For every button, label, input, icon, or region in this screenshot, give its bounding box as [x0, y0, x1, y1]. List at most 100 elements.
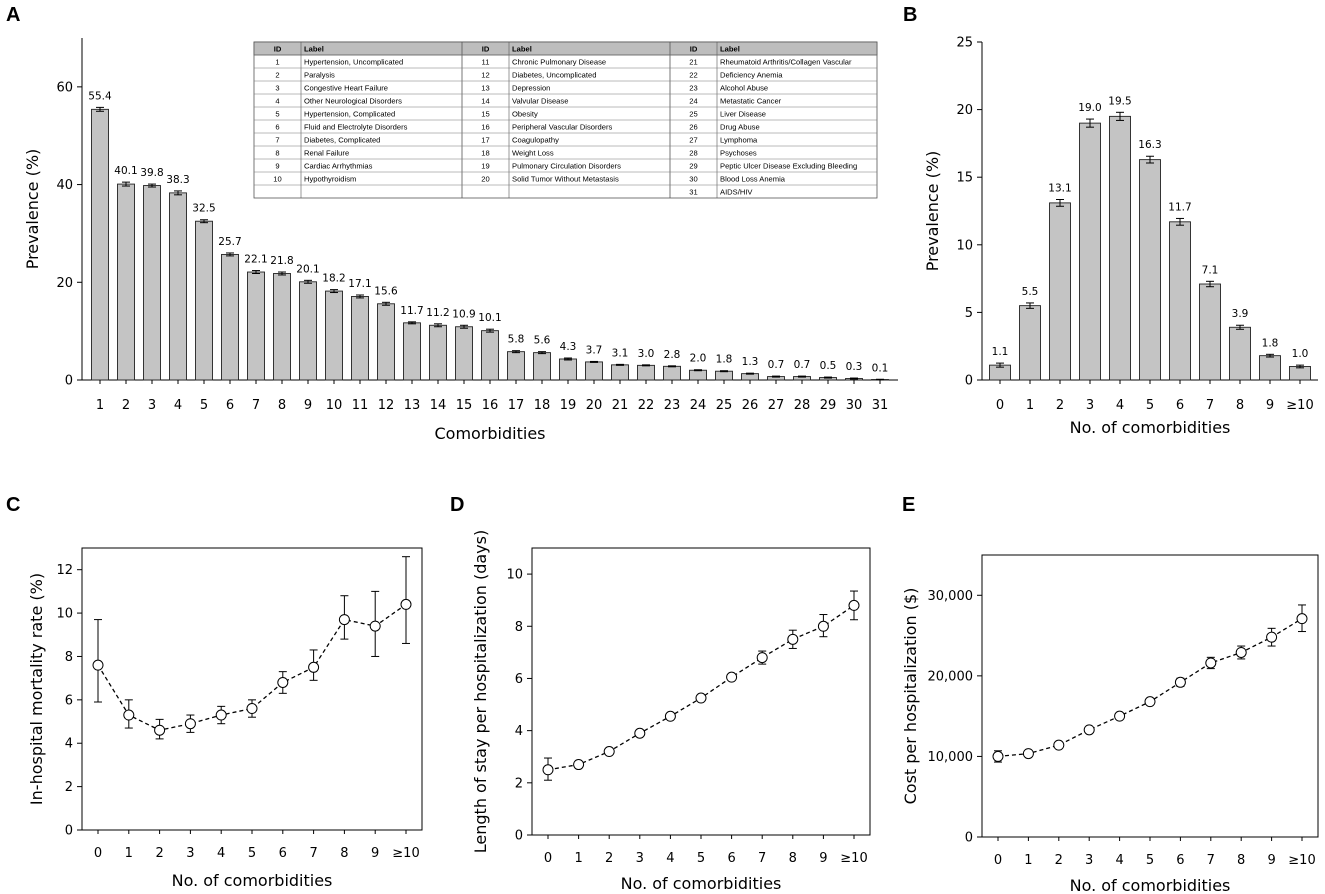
- panel-a-x-tick-label: 31: [872, 398, 889, 413]
- comorbidity-legend-table: ID Label ID Label ID Label 1 Hypertension, Unco…: [253, 41, 878, 199]
- panel-e-data-point: [1114, 710, 1126, 722]
- panel-b-bar: [1079, 122, 1101, 381]
- legend-table-cell-label: Drug Abuse: [720, 123, 760, 132]
- panel-a-data-label: 22.1: [244, 254, 267, 266]
- panel-c-y-tick-label: 12: [56, 563, 73, 578]
- panel-d-data-point: [695, 692, 707, 704]
- panel-e-x-tick-label: 4: [1115, 853, 1123, 868]
- panel-b-data-label: 1.1: [992, 346, 1009, 358]
- panel-c-data-point: [400, 598, 412, 610]
- panel-d-data-point: [664, 710, 676, 722]
- legend-table-cell-label: Diabetes, Complicated: [304, 136, 380, 145]
- panel-a-bar: [169, 192, 187, 381]
- panel-d-data-point: [787, 633, 799, 645]
- panel-b-bar: [1229, 326, 1251, 381]
- panel-c-series-line: [97, 603, 407, 731]
- panel-b-x-tick-label: 4: [1116, 398, 1124, 413]
- panel-e-y-axis-title: Cost per hospitalization ($): [901, 588, 920, 805]
- panel-a-x-tick-label: 8: [278, 398, 286, 413]
- panel-b-data-label: 5.5: [1022, 286, 1039, 298]
- panel-a-x-tick-label: 19: [560, 398, 577, 413]
- panel-c-y-tick-label: 6: [65, 693, 73, 708]
- legend-table-cell-id: 23: [689, 84, 697, 93]
- panel-d-y-axis-title: Length of stay per hospitalization (days…: [471, 530, 490, 853]
- panel-c-plot-frame: [81, 547, 423, 831]
- panel-c-x-tick-label: 9: [371, 846, 379, 861]
- panel-a-data-label: 3.1: [612, 347, 629, 359]
- panel-a-bar: [689, 369, 707, 381]
- panel-b-data-label: 13.1: [1048, 183, 1071, 195]
- panel-a-x-tick-label: 21: [612, 398, 629, 413]
- panel-c-x-tick-label: 8: [340, 846, 348, 861]
- legend-table-cell-id: 29: [689, 162, 697, 171]
- legend-table-cell-id: 21: [689, 58, 697, 67]
- panel-d-x-tick-label: 2: [605, 851, 613, 866]
- panel-d-x-tick-label: 3: [636, 851, 644, 866]
- panel-a-x-tick-label: 2: [122, 398, 130, 413]
- panel-c-data-point: [92, 659, 104, 671]
- panel-a-x-tick-label: 17: [508, 398, 525, 413]
- legend-table-cell-label: Diabetes, Uncomplicated: [512, 71, 596, 80]
- panel-c-y-tick-label: 4: [65, 737, 73, 752]
- panel-b-bar: [1049, 202, 1071, 381]
- panel-d-x-tick-label: 8: [789, 851, 797, 866]
- panel-b-x-tick-label: 8: [1236, 398, 1244, 413]
- legend-table-header-id: ID: [482, 45, 490, 54]
- legend-table-cell-id: 6: [275, 123, 279, 132]
- panel-b-data-label: 1.8: [1262, 337, 1279, 349]
- legend-table-cell-label: Lymphoma: [720, 136, 758, 145]
- panel-a-x-tick-label: 11: [352, 398, 369, 413]
- panel-e-x-tick-label: 7: [1207, 853, 1215, 868]
- panel-a-y-tick-label: 20: [56, 276, 73, 291]
- panel-a-x-tick-label: 7: [252, 398, 260, 413]
- panel-d-x-tick-label: 0: [544, 851, 552, 866]
- legend-table-cell-id: 25: [689, 110, 697, 119]
- panel-d-y-tick-label: 10: [506, 568, 523, 583]
- panel-a-data-label: 3.7: [586, 344, 603, 356]
- panel-d-y-tick-label: 4: [515, 724, 523, 739]
- legend-table-cell-id: 28: [689, 149, 697, 158]
- panel-e-data-point: [1144, 696, 1156, 708]
- panel-b-x-tick-label: 3: [1086, 398, 1094, 413]
- panel-e-x-tick-label: ≥10: [1288, 853, 1315, 868]
- panel-e-y-tick-label: 0: [965, 831, 973, 846]
- legend-table-cell-label: Hypertension, Uncomplicated: [304, 58, 403, 67]
- panel-a-bar: [377, 303, 395, 381]
- panel-a-data-label: 17.1: [348, 278, 371, 290]
- panel-a-x-tick-label: 3: [148, 398, 156, 413]
- panel-d-data-point: [756, 652, 768, 664]
- panel-a-data-label: 1.8: [716, 354, 733, 366]
- panel-e-data-point: [1174, 676, 1186, 688]
- legend-table-header-label: Label: [304, 45, 324, 54]
- panel-e-data-point: [1083, 724, 1095, 736]
- legend-table-cell-label: Depression: [512, 84, 550, 93]
- panel-c-data-point: [184, 718, 196, 730]
- panel-letter-b: B: [903, 4, 917, 26]
- panel-b-x-tick-label: 2: [1056, 398, 1064, 413]
- panel-a-data-label: 25.7: [218, 236, 241, 248]
- panel-e-data-point: [1266, 631, 1278, 643]
- panel-c-x-tick-label: 0: [94, 846, 102, 861]
- panel-b-bar: [1169, 221, 1191, 381]
- legend-table-cell-label: Peptic Ulcer Disease Excluding Bleeding: [720, 162, 857, 171]
- panel-b-data-label: 7.1: [1202, 264, 1219, 276]
- panel-a-data-label: 38.3: [166, 174, 189, 186]
- panel-b-bar: [1289, 366, 1311, 381]
- legend-table-cell-label: Hypothyroidism: [304, 175, 356, 184]
- panel-a-data-label: 18.2: [322, 273, 345, 285]
- panel-c-y-tick-label: 0: [65, 824, 73, 839]
- legend-table-header-id: ID: [690, 45, 698, 54]
- panel-a-x-tick-label: 10: [326, 398, 343, 413]
- panel-b-x-tick-label: 7: [1206, 398, 1214, 413]
- panel-d-data-point: [634, 727, 646, 739]
- panel-c-x-tick-label: 1: [125, 846, 133, 861]
- panel-c-y-axis-title: In-hospital mortality rate (%): [27, 573, 46, 805]
- panel-e-data-point: [1022, 748, 1034, 760]
- panel-b-y-tick-label: 5: [965, 306, 973, 321]
- panel-b-x-tick-label: 0: [996, 398, 1004, 413]
- panel-a-data-label: 0.1: [872, 362, 889, 374]
- panel-a-x-tick-label: 1: [96, 398, 104, 413]
- legend-table-cell-id: 10: [273, 175, 281, 184]
- panel-a-bar: [611, 364, 629, 381]
- panel-e-x-tick-label: 6: [1176, 853, 1184, 868]
